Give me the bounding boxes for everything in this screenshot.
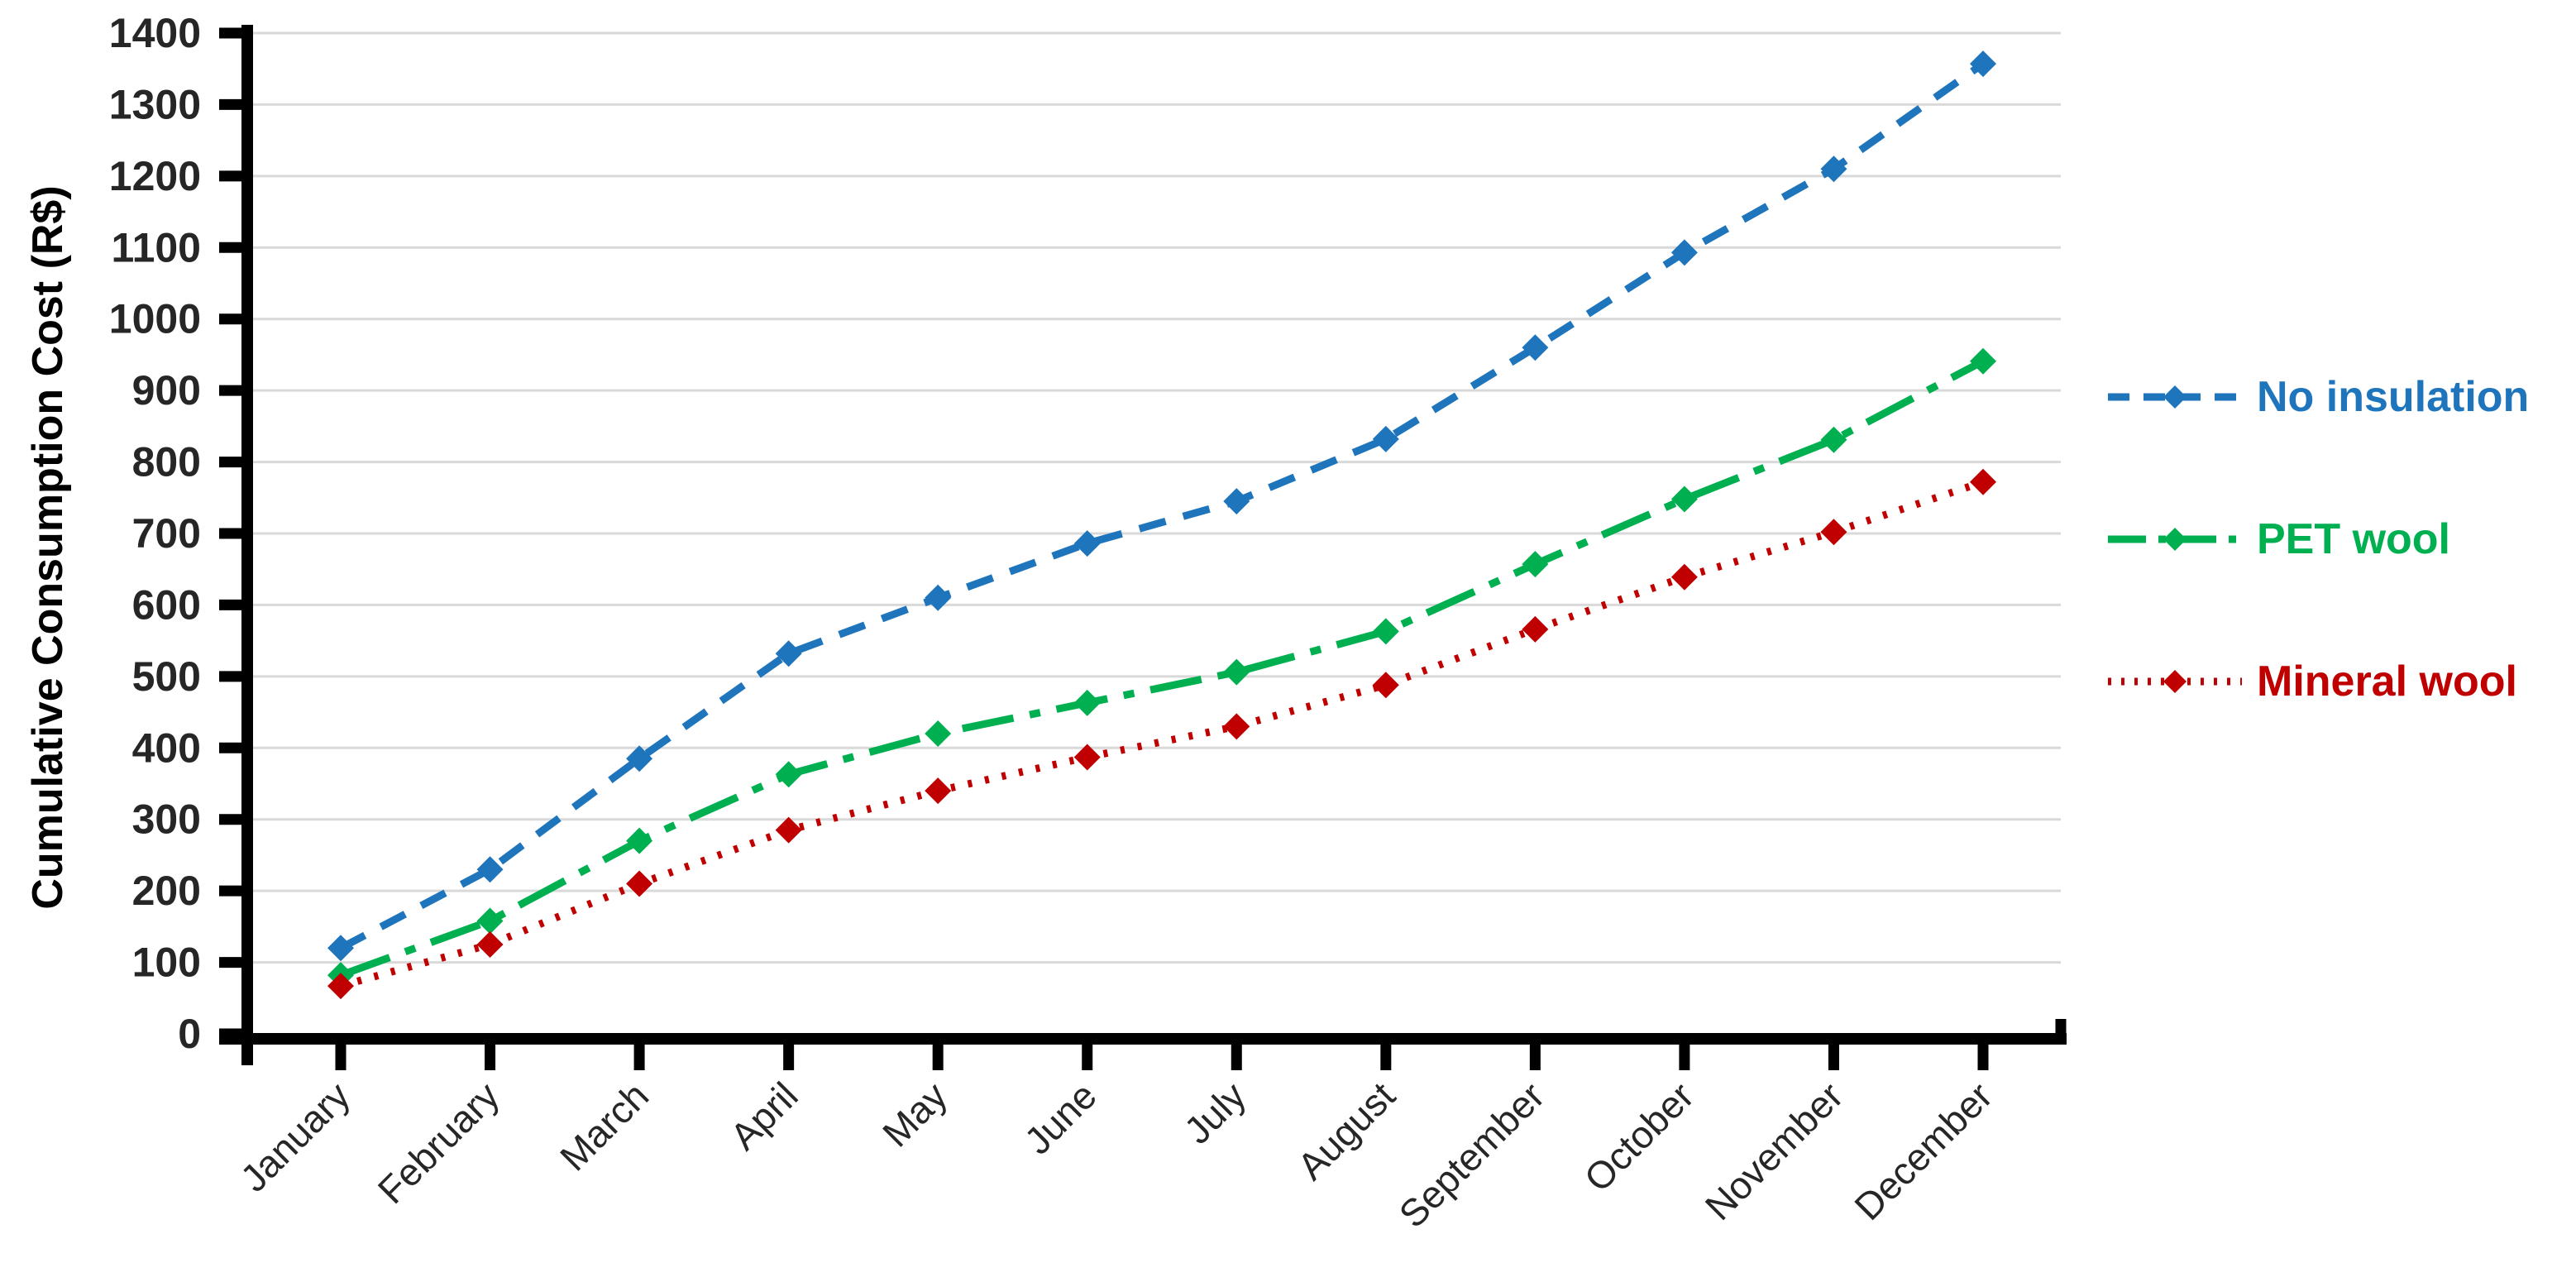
data-point-no-insulation-July — [1223, 488, 1250, 515]
data-point-mineral-wool-October — [1670, 563, 1698, 591]
data-point-no-insulation-November — [1820, 155, 1847, 183]
data-point-pet-wool-August — [1372, 618, 1399, 645]
y-tick-label-100: 100 — [132, 940, 201, 986]
series-line-pet-wool — [339, 357, 1986, 979]
legend-label-no-insulation: No insulation — [2257, 373, 2530, 421]
data-point-mineral-wool-February — [476, 930, 504, 958]
y-tick-label-1200: 1200 — [109, 153, 201, 199]
data-point-no-insulation-September — [1522, 334, 1549, 361]
x-tick-label-October: October — [1575, 1074, 1701, 1199]
y-tick-label-0: 0 — [178, 1011, 201, 1057]
data-point-pet-wool-July — [1223, 658, 1250, 686]
legend-item-no-insulation: No insulation — [2105, 371, 2529, 423]
legend-label-pet-wool: PET wool — [2257, 515, 2450, 563]
y-tick-label-1300: 1300 — [109, 81, 201, 127]
legend-item-mineral-wool: Mineral wool — [2105, 655, 2529, 708]
data-point-mineral-wool-August — [1372, 672, 1399, 699]
series-line-no-insulation — [338, 60, 1986, 952]
data-point-mineral-wool-March — [626, 870, 653, 897]
y-tick-label-700: 700 — [132, 510, 201, 557]
legend-line-sample-mineral-wool — [2108, 670, 2242, 693]
data-point-no-insulation-March — [626, 745, 653, 772]
data-point-mineral-wool-September — [1522, 615, 1549, 643]
data-point-no-insulation-June — [1073, 530, 1101, 557]
y-tick-label-600: 600 — [132, 581, 201, 628]
data-point-mineral-wool-July — [1223, 713, 1250, 740]
data-point-pet-wool-December — [1970, 347, 1996, 375]
data-point-mineral-wool-April — [775, 816, 802, 844]
legend-item-pet-wool: PET wool — [2105, 513, 2529, 566]
x-tick-label-February: February — [370, 1074, 508, 1212]
data-point-no-insulation-December — [1970, 50, 1996, 78]
data-point-pet-wool-April — [775, 761, 802, 788]
data-point-mineral-wool-June — [1073, 744, 1101, 771]
y-axis-title: Cumulative Consumption Cost (R$) — [24, 185, 72, 910]
y-tick-label-200: 200 — [132, 868, 201, 914]
data-point-no-insulation-February — [476, 856, 504, 883]
x-tick-label-March: March — [552, 1074, 657, 1179]
x-tick-label-August: August — [1289, 1074, 1403, 1188]
legend: No insulation PET wool Mineral wool — [2105, 371, 2529, 708]
y-tick-label-1400: 1400 — [109, 10, 201, 56]
legend-line-sample-no-insulation — [2108, 385, 2242, 409]
data-point-no-insulation-August — [1372, 425, 1399, 452]
x-tick-label-September: September — [1391, 1074, 1553, 1236]
y-tick-label-800: 800 — [132, 439, 201, 485]
x-tick-label-January: January — [232, 1074, 358, 1199]
data-point-pet-wool-October — [1670, 485, 1698, 513]
data-point-no-insulation-May — [925, 584, 952, 611]
y-tick-label-400: 400 — [132, 725, 201, 771]
legend-line-sample-pet-wool — [2108, 528, 2242, 551]
y-tick-label-500: 500 — [132, 653, 201, 700]
y-tick-label-900: 900 — [132, 367, 201, 414]
x-tick-label-June: June — [1016, 1074, 1104, 1162]
data-point-pet-wool-September — [1522, 551, 1549, 578]
series-line-mineral-wool — [339, 478, 1985, 990]
data-point-mineral-wool-May — [925, 777, 952, 805]
data-point-pet-wool-May — [925, 720, 952, 747]
data-point-no-insulation-January — [327, 935, 354, 962]
y-tick-label-300: 300 — [132, 796, 201, 843]
data-point-mineral-wool-November — [1820, 519, 1847, 546]
x-tick-label-November: November — [1697, 1074, 1852, 1228]
data-point-pet-wool-March — [626, 827, 653, 854]
x-tick-label-April: April — [722, 1074, 806, 1158]
x-tick-label-December: December — [1846, 1074, 2000, 1228]
x-tick-label-July: July — [1176, 1074, 1255, 1152]
data-point-mineral-wool-January — [327, 973, 354, 1000]
x-tick-label-May: May — [874, 1074, 955, 1155]
y-tick-label-1000: 1000 — [109, 296, 201, 342]
data-point-mineral-wool-December — [1970, 468, 1996, 495]
data-point-pet-wool-June — [1073, 689, 1101, 716]
data-point-pet-wool-February — [476, 907, 504, 935]
y-tick-label-1100: 1100 — [112, 224, 201, 270]
legend-label-mineral-wool: Mineral wool — [2257, 658, 2517, 705]
data-point-no-insulation-April — [775, 640, 802, 667]
data-point-no-insulation-October — [1670, 239, 1698, 266]
data-point-pet-wool-November — [1820, 426, 1847, 453]
